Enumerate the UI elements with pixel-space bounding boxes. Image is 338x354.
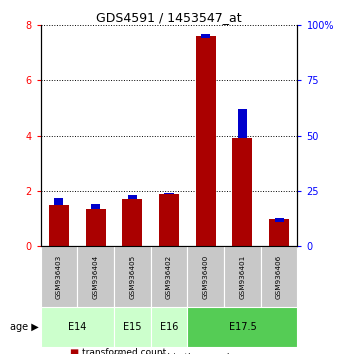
Bar [91, 204, 100, 209]
Bar [224, 246, 261, 307]
Text: E16: E16 [160, 322, 178, 332]
Text: percentile rank within the sample: percentile rank within the sample [82, 353, 235, 354]
Bar [41, 246, 77, 307]
Text: GSM936404: GSM936404 [93, 254, 99, 298]
Bar [201, 34, 210, 38]
Text: GSM936405: GSM936405 [129, 254, 135, 298]
Title: GDS4591 / 1453547_at: GDS4591 / 1453547_at [96, 11, 242, 24]
Text: E15: E15 [123, 322, 142, 332]
Bar [114, 307, 151, 347]
Text: GSM936401: GSM936401 [239, 254, 245, 298]
Bar [122, 199, 142, 246]
Bar [269, 218, 289, 246]
Bar [128, 195, 137, 199]
Text: E14: E14 [68, 322, 87, 332]
Bar [238, 109, 247, 138]
Text: ■: ■ [69, 353, 78, 354]
Bar [151, 246, 187, 307]
Text: age ▶: age ▶ [10, 322, 39, 332]
Bar [159, 194, 179, 246]
Bar [187, 307, 297, 347]
Bar [86, 209, 106, 246]
Bar [49, 205, 69, 246]
Text: GSM936403: GSM936403 [56, 254, 62, 298]
Bar [196, 36, 216, 246]
Bar [41, 307, 114, 347]
Bar [151, 307, 187, 347]
Bar [187, 246, 224, 307]
Bar [232, 138, 252, 246]
Bar [77, 246, 114, 307]
Bar [261, 246, 297, 307]
Bar [54, 198, 64, 205]
Bar [114, 246, 151, 307]
Bar [164, 193, 174, 194]
Bar [274, 218, 284, 222]
Text: E17.5: E17.5 [228, 322, 256, 332]
Text: transformed count: transformed count [82, 348, 166, 354]
Text: GSM936406: GSM936406 [276, 254, 282, 298]
Text: GSM936400: GSM936400 [203, 254, 209, 298]
Text: GSM936402: GSM936402 [166, 254, 172, 298]
Text: ■: ■ [69, 348, 78, 354]
